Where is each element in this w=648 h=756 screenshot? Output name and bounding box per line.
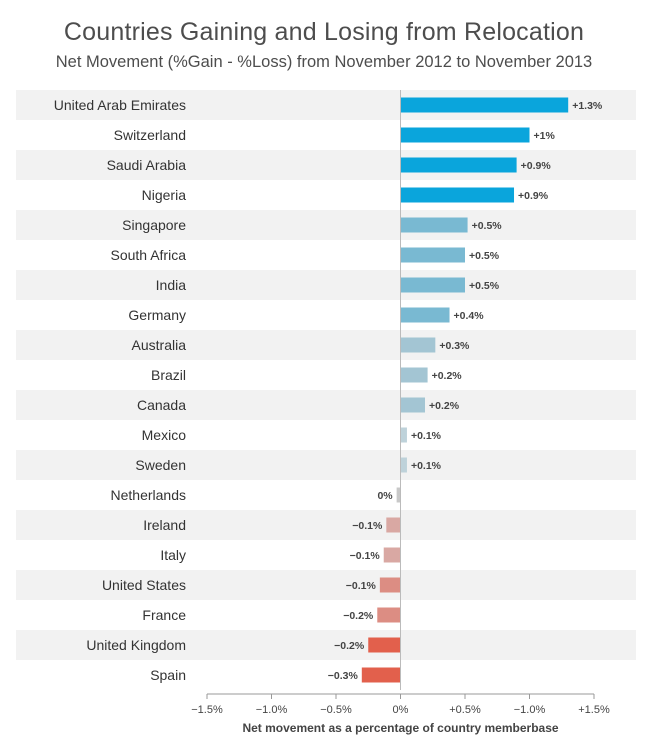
value-label: +0.2%: [432, 370, 463, 382]
x-tick-label: 0%: [393, 704, 409, 716]
bar: [400, 127, 530, 143]
value-label: +0.3%: [439, 340, 470, 352]
row-stripe: [16, 630, 636, 660]
category-label: Nigeria: [142, 187, 187, 203]
bars: [361, 97, 569, 683]
bar: [361, 667, 401, 683]
category-label: Saudi Arabia: [107, 157, 187, 173]
value-label: +0.5%: [472, 220, 503, 232]
bar: [400, 307, 450, 323]
category-label: France: [142, 607, 186, 623]
category-label: Spain: [150, 667, 186, 683]
value-label: −0.2%: [343, 610, 374, 622]
x-tick-label: −1.0%: [256, 704, 288, 716]
category-label: Singapore: [122, 217, 186, 233]
category-label: Australia: [132, 337, 187, 353]
bar: [400, 457, 407, 473]
x-tick-label: −1.5%: [191, 704, 223, 716]
value-label: +1.3%: [572, 100, 603, 112]
bar: [400, 397, 426, 413]
category-label: South Africa: [111, 247, 187, 263]
row-stripe: [16, 270, 636, 300]
value-label: −0.1%: [350, 550, 381, 562]
bar: [379, 577, 401, 593]
category-labels: United Arab Emirates Switzerland Saudi Ara…: [54, 97, 187, 683]
value-label: +0.9%: [518, 190, 549, 202]
bar: [368, 637, 401, 653]
category-label: United Arab Emirates: [54, 97, 186, 113]
bar: [400, 367, 428, 383]
row-stripe: [16, 150, 636, 180]
category-label: India: [156, 277, 187, 293]
category-label: Mexico: [142, 427, 187, 443]
x-axis: −1.5% −1.0% −0.5% 0% +0.5% −1.0% +1.5%: [191, 90, 610, 716]
category-label: Switzerland: [114, 127, 186, 143]
bar: [400, 247, 465, 263]
bar: [396, 487, 401, 503]
chart-subtitle: Net Movement (%Gain - %Loss) from Novemb…: [55, 53, 593, 71]
row-stripe: [16, 210, 636, 240]
category-label: United Kingdom: [86, 637, 186, 653]
category-label: United States: [102, 577, 186, 593]
bar: [400, 277, 465, 293]
category-label: Ireland: [143, 517, 186, 533]
row-stripe: [16, 390, 636, 420]
x-tick-label: +1.5%: [578, 704, 610, 716]
category-label: Sweden: [135, 457, 186, 473]
row-stripes: [16, 90, 636, 660]
x-tick-label: +0.5%: [449, 704, 481, 716]
bar: [400, 157, 517, 173]
bar: [386, 517, 401, 533]
value-label: −0.1%: [346, 580, 377, 592]
value-label: +0.1%: [411, 460, 442, 472]
value-label: −0.3%: [328, 670, 359, 682]
category-label: Germany: [128, 307, 186, 323]
value-label: +1%: [534, 130, 556, 142]
row-stripe: [16, 510, 636, 540]
bar: [400, 427, 407, 443]
value-label: +0.5%: [469, 250, 500, 262]
value-label: −0.1%: [352, 520, 383, 532]
value-labels: +1.3% +1% +0.9% +0.9% +0.5% +0.5% +0.5% +0.4% +0…: [328, 100, 603, 682]
bar: [400, 337, 436, 353]
chart-title: Countries Gaining and Losing from Reloca…: [63, 18, 585, 46]
category-label: Canada: [137, 397, 186, 413]
x-tick-label: −0.5%: [320, 704, 352, 716]
value-label: 0%: [377, 490, 393, 502]
row-stripe: [16, 570, 636, 600]
category-label: Netherlands: [111, 487, 187, 503]
value-label: −0.2%: [334, 640, 365, 652]
x-axis-label: Net movement as a percentage of country …: [242, 721, 558, 735]
value-label: +0.5%: [469, 280, 500, 292]
x-tick-label: −1.0%: [514, 704, 546, 716]
category-label: Brazil: [151, 367, 186, 383]
row-stripe: [16, 330, 636, 360]
value-label: +0.2%: [429, 400, 460, 412]
bar: [383, 547, 401, 563]
value-label: +0.1%: [411, 430, 442, 442]
row-stripe: [16, 450, 636, 480]
value-label: +0.9%: [521, 160, 552, 172]
bar: [377, 607, 401, 623]
bar: [400, 97, 569, 113]
bar: [400, 187, 515, 203]
value-label: +0.4%: [454, 310, 485, 322]
bar: [400, 217, 468, 233]
category-label: Italy: [160, 547, 186, 563]
